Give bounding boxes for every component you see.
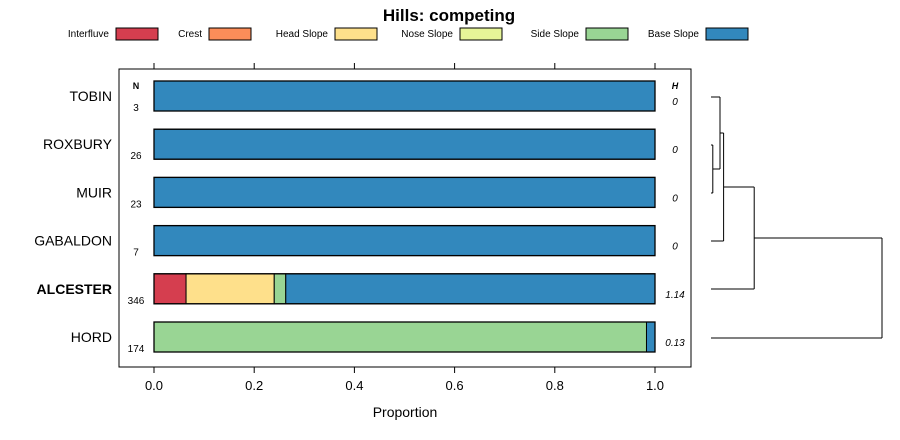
bar-outline-muir [153, 176, 656, 209]
x-tick-label-2: 0.4 [345, 378, 363, 393]
legend-label-base-slope: Base Slope [648, 29, 700, 40]
n-value-roxbury: 26 [130, 151, 142, 162]
n-value-gabaldon: 7 [133, 248, 139, 259]
legend: Interfluve Crest Head Slope Nose Slope Side … [68, 27, 749, 41]
bar-segment-alcester-interfluve [153, 273, 187, 305]
x-tick-label-5: 1.0 [646, 378, 664, 393]
h-value-muir: 0 [672, 193, 678, 204]
legend-label-head-slope: Head Slope [276, 29, 329, 40]
legend-swatch-base-slope [705, 27, 749, 41]
row-label-hord: HORD [71, 329, 112, 345]
h-value-roxbury: 0 [672, 145, 678, 156]
bar-segment-hord-base-slope [645, 321, 656, 353]
bar-row-hord: 174 0.13 [128, 321, 685, 355]
bar-segment-hord-side-slope [153, 321, 647, 353]
bar-row-roxbury: 26 0 [130, 128, 678, 162]
h-column-header: H [672, 81, 679, 91]
x-tick-label-1: 0.2 [245, 378, 263, 393]
x-axis-title: Proportion [373, 404, 438, 420]
bar-segment-alcester-base-slope [285, 273, 656, 305]
chart-title: Hills: competing [383, 6, 515, 25]
x-axis: 0.0 0.2 0.4 0.6 0.8 1.0 [145, 63, 664, 393]
bar-row-gabaldon: 70 [133, 224, 678, 259]
bar-outline-tobin [153, 80, 656, 112]
n-value-hord: 174 [128, 344, 145, 355]
h-value-alcester: 1.14 [665, 290, 685, 301]
row-label-muir: MUIR [76, 184, 112, 200]
h-value-gabaldon: 0 [672, 242, 678, 253]
legend-label-nose-slope: Nose Slope [401, 29, 453, 40]
x-tick-label-3: 0.6 [446, 378, 464, 393]
n-value-muir: 23 [130, 199, 142, 210]
legend-label-interfluve: Interfluve [68, 29, 110, 40]
x-tick-label-0: 0.0 [145, 378, 163, 393]
row-labels: TOBIN ROXBURY MUIR GABALDON ALCESTER HORD [34, 88, 112, 345]
h-value-tobin: 0 [672, 97, 678, 108]
bar-outline-roxbury [153, 128, 656, 160]
bar-outline-alcester [153, 273, 656, 305]
bar-segment-alcester-side-slope [273, 273, 287, 305]
bar-segment-roxbury-base-slope [153, 128, 656, 160]
bar-outline-hord [153, 321, 656, 353]
legend-swatch-head-slope [334, 27, 378, 41]
legend-label-crest: Crest [178, 29, 202, 40]
legend-swatch-interfluve [115, 27, 159, 41]
n-value-alcester: 346 [128, 296, 145, 307]
legend-swatch-side-slope [585, 27, 629, 41]
dendrogram [711, 96, 883, 339]
legend-label-side-slope: Side Slope [531, 29, 580, 40]
row-label-tobin: TOBIN [69, 88, 112, 104]
n-column-header: N [133, 81, 140, 91]
legend-swatch-nose-slope [459, 27, 503, 41]
h-value-hord: 0.13 [665, 338, 685, 349]
row-label-roxbury: ROXBURY [43, 136, 113, 152]
bar-row-muir: 23 0 [130, 176, 678, 210]
bar-segment-alcester-head-slope [185, 273, 275, 305]
bar-row-alcester: 346 1.14 [128, 273, 685, 307]
bar-outline-gabaldon [153, 224, 656, 257]
row-label-alcester: ALCESTER [37, 281, 112, 297]
row-label-gabaldon: GABALDON [34, 233, 112, 249]
bar-segment-muir-base-slope [153, 176, 656, 208]
bar-segment-gabaldon-base-slope [153, 225, 656, 257]
x-tick-label-4: 0.8 [546, 378, 564, 393]
plot-frame [118, 68, 692, 368]
bar-segment-tobin-base-slope [153, 80, 656, 112]
bar-row-tobin: 30 [133, 80, 678, 114]
legend-swatch-crest [208, 27, 252, 41]
n-value-tobin: 3 [133, 103, 139, 114]
